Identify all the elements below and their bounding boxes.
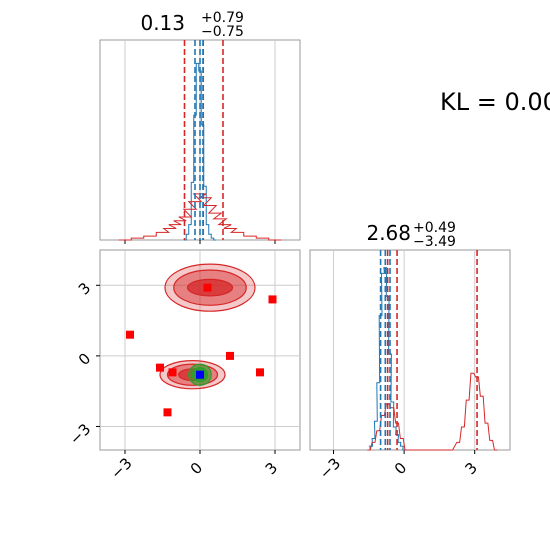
- marginal-2-hist-series: [367, 267, 406, 451]
- joint-panel: −3 0 3 −3 0 3: [66, 249, 301, 483]
- marginal-2-title-minus: −3.49: [413, 234, 456, 250]
- joint-red-marker: [126, 330, 134, 339]
- joint-ytick-label: −3: [66, 420, 94, 448]
- joint-xtick-label: 3: [262, 459, 281, 478]
- joint-red-marker: [156, 363, 164, 372]
- marginal-2-xtick-label: 0: [391, 459, 410, 478]
- joint-red-marker: [163, 408, 172, 417]
- marginal-2-title: 2.68: [366, 221, 411, 245]
- marginal-1-quantile-lines: [183, 40, 224, 240]
- joint-xticks: −3 0 3: [107, 454, 281, 482]
- marginal-2-xticks: −3 0 3: [316, 454, 481, 482]
- marginal-2-title-plus: +0.49: [413, 220, 456, 236]
- marginal-1-title-plus: +0.79: [201, 10, 244, 26]
- joint-yticks: −3 0 3: [66, 279, 94, 449]
- marginal-2-grid: [333, 250, 476, 454]
- marginal-2-panel: −3 0 3 2.68 +0.49 −3.49: [309, 220, 511, 483]
- marginal-2-hist-series: [367, 372, 498, 451]
- marginal-2-quantile-lines: [379, 250, 478, 450]
- marginal-2-xtick-label: 3: [461, 459, 480, 478]
- joint-blue-marker: [196, 370, 204, 379]
- joint-red-marker: [203, 283, 212, 292]
- joint-markers: [126, 283, 277, 417]
- joint-xtick-label: 0: [187, 459, 206, 478]
- joint-red-marker: [168, 368, 177, 377]
- marginal-2-xtick-label: −3: [316, 454, 344, 482]
- marginal-1-title-minus: −0.75: [201, 24, 244, 40]
- marginal-1-title: 0.13: [140, 11, 185, 35]
- kl-annotation: KL = 0.00: [440, 88, 550, 116]
- joint-red-marker: [256, 368, 264, 377]
- marginal-2-frame: [309, 249, 511, 451]
- joint-ytick-label: 0: [75, 350, 94, 369]
- joint-red-marker: [268, 295, 277, 304]
- marginal-1-panel: 0.13 +0.79 −0.75: [99, 10, 301, 244]
- joint-ytick-label: 3: [75, 279, 94, 298]
- joint-red-marker: [226, 351, 234, 360]
- joint-xtick-label: −3: [107, 454, 135, 482]
- marginal-2-histograms: [367, 267, 498, 451]
